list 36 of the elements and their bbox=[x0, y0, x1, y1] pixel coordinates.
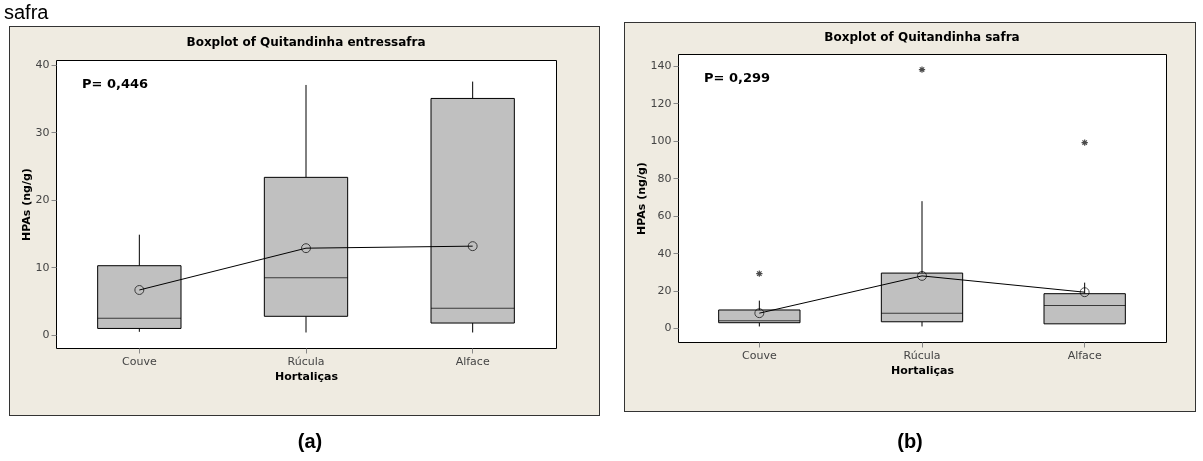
point bbox=[754, 308, 765, 319]
y-tick-label: 0 bbox=[664, 321, 672, 335]
point bbox=[301, 243, 311, 254]
text: (a) bbox=[296, 430, 324, 453]
y-tick-label: 30 bbox=[35, 125, 50, 139]
point bbox=[134, 285, 145, 295]
y-axis-title: HPAs (ng/g) bbox=[634, 162, 648, 235]
y-axis-title: HPAs (ng/g) bbox=[19, 168, 33, 241]
y-tick-label: 100 bbox=[650, 134, 672, 148]
y-tick-label: 20 bbox=[657, 284, 672, 297]
y-tick-label: 0 bbox=[42, 328, 50, 342]
y-tick-label: 10 bbox=[35, 260, 50, 274]
y-tick-label: 40 bbox=[35, 58, 50, 72]
point bbox=[467, 241, 478, 252]
y-tick-label: 140 bbox=[650, 59, 672, 73]
x-tick-label: Alface bbox=[455, 354, 490, 368]
annotation: P= 0,299 bbox=[704, 70, 771, 85]
annotation: P= 0,446 bbox=[82, 76, 149, 91]
y-tick-label: 20 bbox=[35, 193, 50, 207]
x-axis-title: Hortaliças bbox=[891, 363, 955, 377]
chart-title: Boxplot of Quitandinha entressafra bbox=[186, 34, 426, 49]
y-tick-label: 60 bbox=[657, 209, 672, 223]
text: (b) bbox=[896, 430, 924, 453]
chart-title: Boxplot of Quitandinha safra bbox=[824, 30, 1020, 44]
x-tick-label: Rúcula bbox=[287, 354, 325, 368]
y-tick-label: 80 bbox=[657, 171, 672, 185]
x-tick-label: Couve bbox=[122, 354, 157, 368]
x-tick-label: Alface bbox=[1067, 348, 1102, 362]
x-tick-label: Rúcula bbox=[903, 348, 941, 362]
y-tick-label: 40 bbox=[657, 246, 672, 260]
point bbox=[917, 270, 927, 281]
y-tick-label: 120 bbox=[650, 96, 672, 110]
x-axis-title: Hortaliças bbox=[275, 369, 339, 383]
point bbox=[1079, 287, 1090, 298]
x-tick-label: Couve bbox=[742, 348, 777, 362]
text: safra bbox=[4, 0, 49, 24]
